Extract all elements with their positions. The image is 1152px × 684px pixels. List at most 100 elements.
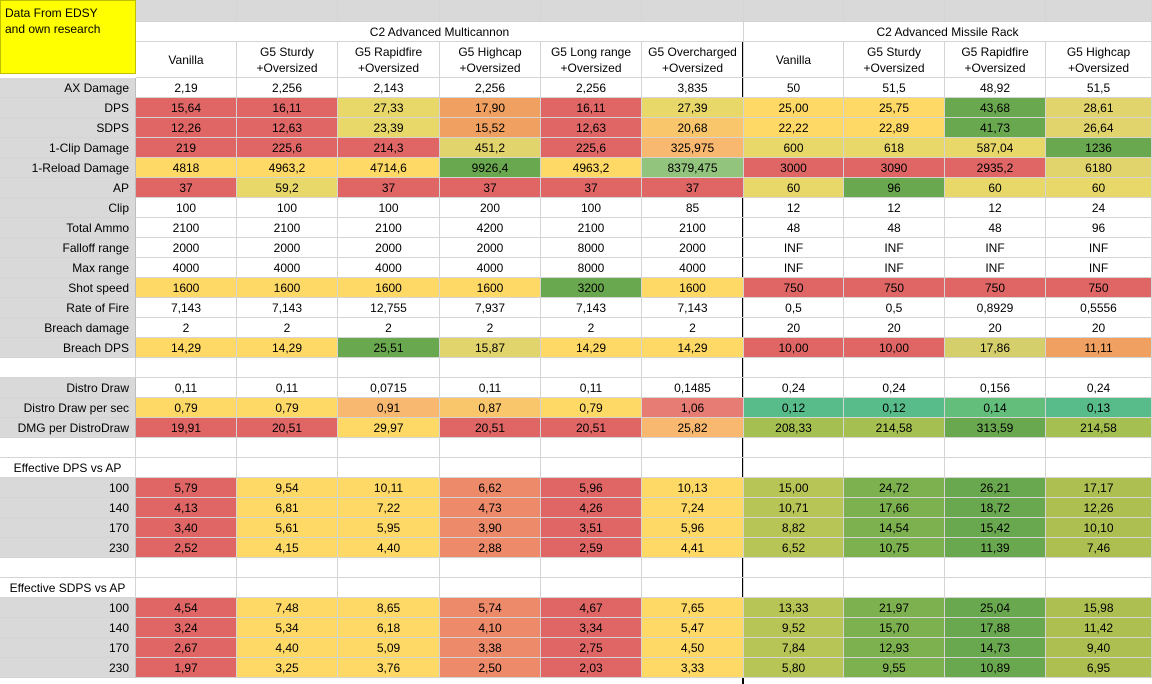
table-cell[interactable]: 1236 [1046,138,1152,158]
table-cell[interactable]: 25,51 [338,338,440,358]
table-cell[interactable]: 60 [744,178,844,198]
table-cell[interactable]: 12,26 [136,118,237,138]
table-cell[interactable]: 0,79 [136,398,237,418]
table-cell[interactable]: INF [744,258,844,278]
table-cell[interactable]: 4,40 [237,638,338,658]
table-cell[interactable]: 23,39 [338,118,440,138]
table-cell[interactable]: 8,65 [338,598,440,618]
table-cell[interactable]: 12,755 [338,298,440,318]
table-cell[interactable]: 2,19 [136,78,237,98]
table-cell[interactable]: 750 [945,278,1046,298]
table-cell[interactable]: 0,5 [844,298,945,318]
table-cell[interactable]: 100 [338,198,440,218]
table-cell[interactable]: 9,54 [237,478,338,498]
table-cell[interactable]: 750 [844,278,945,298]
table-cell[interactable]: 3090 [844,158,945,178]
table-cell[interactable]: 3,33 [642,658,744,678]
table-cell[interactable]: 37 [338,178,440,198]
table-cell[interactable]: 2100 [136,218,237,238]
table-cell[interactable]: 2 [642,318,744,338]
table-cell[interactable]: 1,06 [642,398,744,418]
table-cell[interactable]: 4,13 [136,498,237,518]
table-cell[interactable]: 214,58 [1046,418,1152,438]
table-cell[interactable]: 3,835 [642,78,744,98]
table-cell[interactable]: 1600 [136,278,237,298]
table-cell[interactable]: 0,11 [237,378,338,398]
table-cell[interactable]: 12,93 [844,638,945,658]
table-cell[interactable]: 3000 [744,158,844,178]
table-cell[interactable]: 4000 [440,258,541,278]
table-cell[interactable]: 0,13 [1046,398,1152,418]
table-cell[interactable]: 0,8929 [945,298,1046,318]
table-cell[interactable]: 14,29 [642,338,744,358]
table-cell[interactable]: 208,33 [744,418,844,438]
table-cell[interactable]: 9,55 [844,658,945,678]
table-cell[interactable]: 5,74 [440,598,541,618]
table-cell[interactable]: 21,97 [844,598,945,618]
table-cell[interactable]: 7,24 [642,498,744,518]
table-cell[interactable]: 16,11 [541,98,642,118]
table-cell[interactable]: 16,11 [237,98,338,118]
table-cell[interactable]: 0,12 [844,398,945,418]
table-cell[interactable]: 12 [744,198,844,218]
table-cell[interactable]: 0,24 [844,378,945,398]
table-cell[interactable]: 12 [844,198,945,218]
table-cell[interactable]: 11,42 [1046,618,1152,638]
table-cell[interactable]: 5,80 [744,658,844,678]
table-cell[interactable]: 51,5 [844,78,945,98]
table-cell[interactable]: 17,17 [1046,478,1152,498]
table-cell[interactable]: 8000 [541,238,642,258]
table-cell[interactable]: 20 [744,318,844,338]
table-cell[interactable]: 2,67 [136,638,237,658]
table-cell[interactable]: 10,10 [1046,518,1152,538]
table-cell[interactable]: 48,92 [945,78,1046,98]
table-cell[interactable]: 750 [744,278,844,298]
table-cell[interactable]: 60 [945,178,1046,198]
table-cell[interactable]: 4,73 [440,498,541,518]
table-cell[interactable]: 0,91 [338,398,440,418]
note-cell[interactable]: Data From EDSY and own research [0,0,136,74]
table-cell[interactable]: 50 [744,78,844,98]
table-cell[interactable]: 1600 [237,278,338,298]
table-cell[interactable]: 12,63 [237,118,338,138]
table-cell[interactable]: 37 [136,178,237,198]
table-cell[interactable]: 15,98 [1046,598,1152,618]
table-cell[interactable]: 100 [237,198,338,218]
table-cell[interactable]: 225,6 [237,138,338,158]
table-cell[interactable]: 14,29 [237,338,338,358]
table-cell[interactable]: 219 [136,138,237,158]
table-cell[interactable]: 0,156 [945,378,1046,398]
table-cell[interactable]: 7,48 [237,598,338,618]
table-cell[interactable]: 3,24 [136,618,237,638]
table-cell[interactable]: 5,61 [237,518,338,538]
table-cell[interactable]: 2,59 [541,538,642,558]
table-cell[interactable]: 2,143 [338,78,440,98]
table-cell[interactable]: 18,72 [945,498,1046,518]
table-cell[interactable]: 4,26 [541,498,642,518]
table-cell[interactable]: 8379,475 [642,158,744,178]
table-cell[interactable]: 15,70 [844,618,945,638]
table-cell[interactable]: 20 [844,318,945,338]
table-cell[interactable]: 51,5 [1046,78,1152,98]
table-cell[interactable]: 2000 [237,238,338,258]
table-cell[interactable]: 24,72 [844,478,945,498]
table-cell[interactable]: 7,143 [642,298,744,318]
table-cell[interactable]: 5,47 [642,618,744,638]
table-cell[interactable]: 313,59 [945,418,1046,438]
table-cell[interactable]: 2 [237,318,338,338]
table-cell[interactable]: 9,52 [744,618,844,638]
table-cell[interactable]: 2935,2 [945,158,1046,178]
table-cell[interactable]: 2,75 [541,638,642,658]
table-cell[interactable]: 5,34 [237,618,338,638]
table-cell[interactable]: 6,95 [1046,658,1152,678]
table-cell[interactable]: 48 [744,218,844,238]
table-cell[interactable]: 2,88 [440,538,541,558]
table-cell[interactable]: 22,22 [744,118,844,138]
table-cell[interactable]: INF [844,238,945,258]
table-cell[interactable]: 2000 [642,238,744,258]
table-cell[interactable]: 20,51 [237,418,338,438]
table-cell[interactable]: 7,143 [136,298,237,318]
table-cell[interactable]: 96 [1046,218,1152,238]
table-cell[interactable]: 4,54 [136,598,237,618]
table-cell[interactable]: 5,79 [136,478,237,498]
